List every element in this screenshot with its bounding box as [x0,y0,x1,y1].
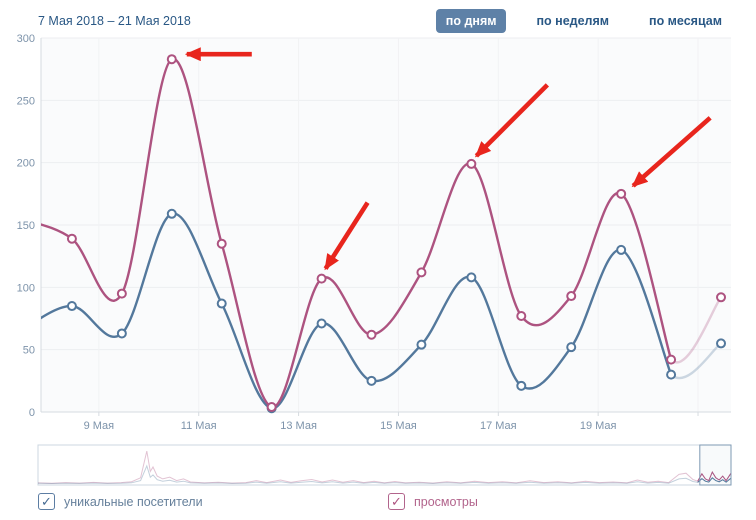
series-legend: ✓ уникальные посетители ✓ просмотры [0,491,756,515]
views-point-marker[interactable] [616,188,627,199]
visitors-point-marker[interactable] [416,339,427,350]
date-range-link[interactable]: 7 Мая 2018 – 21 Мая 2018 [38,14,191,28]
tab-by-days[interactable]: по дням [435,9,507,33]
visitors-point-marker[interactable] [616,244,627,255]
views-legend-label: просмотры [414,494,478,509]
y-tick-label: 250 [17,95,35,107]
visitors-point-marker[interactable] [566,342,577,353]
period-tabs: по дням по неделям по месяцам [435,9,732,33]
visitors-point-marker[interactable] [366,375,377,386]
views-point-marker[interactable] [566,291,577,302]
x-tick-label: 19 Мая [580,420,617,432]
y-tick-label: 50 [23,345,35,357]
views-legend-item[interactable]: ✓ просмотры [388,493,478,510]
annotation-arrow [474,83,549,158]
views-line-faded-segment [670,296,722,364]
views-point-marker[interactable] [666,354,677,365]
range-selector[interactable] [37,444,732,486]
visitors-point-marker[interactable] [66,301,77,312]
y-tick-label: 150 [17,220,35,232]
chart-header: 7 Мая 2018 – 21 Мая 2018 по дням по неде… [38,8,732,34]
views-point-marker[interactable] [466,158,477,169]
views-point-marker[interactable] [266,402,277,413]
minimap-views-selected [697,471,732,482]
visitors-legend-label: уникальные посетители [64,494,203,509]
visitors-point-marker[interactable] [516,380,527,391]
visitors-point-marker[interactable] [116,328,127,339]
views-point-marker[interactable] [716,292,727,303]
annotation-arrow [631,116,712,188]
views-point-marker[interactable] [366,329,377,340]
minimap-views-sparkline [37,450,732,484]
views-point-marker[interactable] [216,238,227,249]
x-tick-label: 17 Мая [480,420,517,432]
views-point-marker[interactable] [116,288,127,299]
y-tick-label: 200 [17,158,35,170]
views-point-marker[interactable] [316,273,327,284]
minimap-visitors-sparkline [37,464,732,485]
visitors-point-marker[interactable] [166,208,177,219]
x-tick-label: 15 Мая [380,420,417,432]
y-tick-label: 0 [29,407,35,419]
views-point-marker[interactable] [416,267,427,278]
y-tick-label: 300 [17,33,35,45]
visitors-legend-item[interactable]: ✓ уникальные посетители [38,493,203,510]
visitors-point-marker[interactable] [716,338,727,349]
tab-by-weeks[interactable]: по неделям [536,14,610,28]
visitors-checkbox[interactable]: ✓ [38,493,55,510]
range-selection-window[interactable] [699,444,732,486]
tab-by-months[interactable]: по месяцам [649,14,722,28]
x-tick-label: 13 Мая [280,420,317,432]
visitors-point-marker[interactable] [666,369,677,380]
visitors-point-marker[interactable] [316,318,327,329]
visitors-point-marker[interactable] [216,298,227,309]
views-point-marker[interactable] [166,54,177,65]
views-point-marker[interactable] [66,233,77,244]
minimap-visitors-selected [697,477,732,483]
x-tick-label: 11 Мая [181,420,217,432]
annotation-arrow [323,201,370,271]
views-checkbox[interactable]: ✓ [388,493,405,510]
x-tick-label: 9 Мая [84,420,115,432]
views-point-marker[interactable] [516,311,527,322]
visitors-point-marker[interactable] [466,272,477,283]
y-tick-label: 100 [17,282,35,294]
